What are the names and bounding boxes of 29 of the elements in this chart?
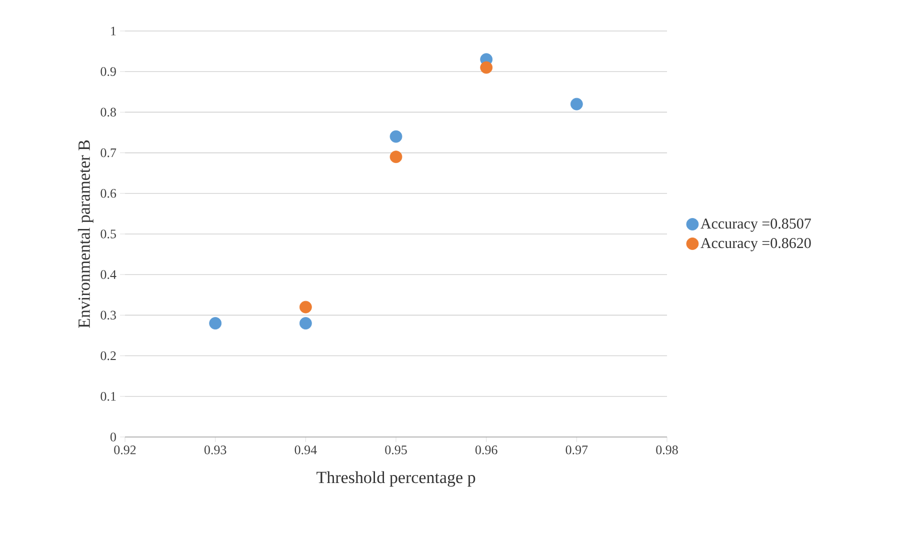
x-tick-label: 0.93 xyxy=(204,446,226,454)
y-tick-label: 0.3 xyxy=(100,310,116,320)
x-tick-label: 0.96 xyxy=(475,446,498,454)
x-tick-label: 0.95 xyxy=(385,446,407,454)
x-tick-label: 0.97 xyxy=(566,446,588,454)
y-tick-label: 0.4 xyxy=(100,270,116,280)
point xyxy=(209,317,222,330)
point xyxy=(299,300,312,314)
x-axis-title: Threshold percentage p xyxy=(316,471,476,487)
y-tick-label: 0.1 xyxy=(100,392,116,401)
point xyxy=(390,150,402,164)
y-tick-label: 0.8 xyxy=(100,108,116,117)
y-tick-label: 0.7 xyxy=(100,148,116,158)
legend-label: Accuracy =0.8507 xyxy=(700,218,811,232)
y-tick-label: 0.5 xyxy=(100,230,116,238)
y-tick-label: 0 xyxy=(110,432,116,442)
point xyxy=(480,61,493,74)
point xyxy=(390,130,402,143)
x-tick-label: 0.98 xyxy=(656,446,678,454)
y-axis-title: Environmental parameter B xyxy=(78,140,94,328)
point xyxy=(299,317,312,330)
y-tick-label: 0.6 xyxy=(100,188,116,198)
point xyxy=(570,98,583,110)
x-tick-label: 0.92 xyxy=(114,446,136,454)
x-tick-label: 0.94 xyxy=(294,446,317,454)
y-tick-label: 0.2 xyxy=(100,351,116,360)
y-tick-label: 1 xyxy=(111,26,116,36)
y-tick-label: 0.9 xyxy=(100,67,116,76)
legend-label: Accuracy =0.8620 xyxy=(700,238,811,252)
